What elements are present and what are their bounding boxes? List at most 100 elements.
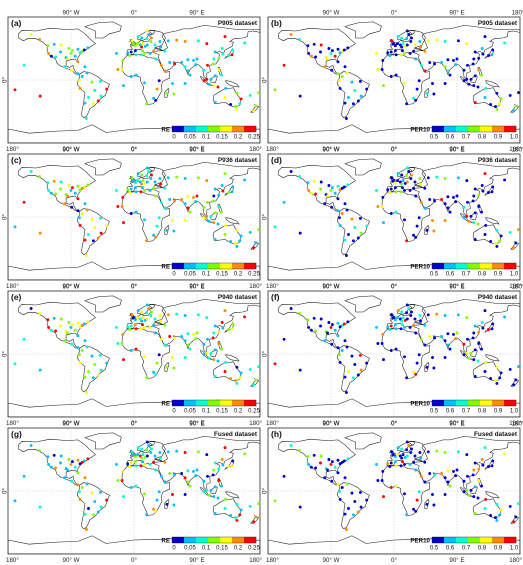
station-dot [84,117,88,120]
colorbar-segment [492,537,505,543]
station-dot [428,61,432,64]
station-dot [90,80,94,84]
station-dot [375,51,378,55]
map-panel-5: 90° W 0° 90° E 180° 90° W 0° 90° E 180° 0° (e) P94… [2,284,263,428]
station-dot [183,476,187,480]
station-dot [443,177,447,180]
station-dot [473,187,477,191]
lon-tick-top: 180° [512,284,523,291]
coastline [469,211,478,221]
station-dot [131,316,135,320]
colorbar-tick: 0.05 [184,272,196,278]
coastline [209,74,218,84]
lat-tick: 0° [2,214,9,220]
station-dot [217,68,221,71]
station-dot [229,103,233,106]
station-dot [122,495,125,499]
station-dot [512,246,516,250]
station-dot [121,332,125,336]
lon-tick-top: 90° E [449,147,464,154]
colorbar-segment [184,263,197,269]
station-dot [54,192,58,196]
station-dot [491,322,495,326]
colorbar-label: RE [161,401,170,408]
station-dot [220,347,223,351]
station-dot [158,40,162,43]
station-dot [243,178,247,182]
station-dot [419,474,423,478]
station-dot [336,72,340,76]
lon-tick-top: 90° E [189,10,204,17]
station-dot [145,317,149,321]
station-dot [319,454,323,458]
station-dot [338,223,342,227]
station-dot [141,179,145,183]
lat-tick: 0° [2,77,9,83]
station-dot [159,63,163,67]
station-dot [419,45,423,49]
station-dot [319,180,323,184]
station-dot [138,43,142,47]
station-dot [407,307,411,310]
station-dot [403,81,406,85]
station-dot [393,44,397,48]
station-dot [426,313,430,317]
station-dot [221,189,225,193]
coastline [268,124,520,143]
station-dot [443,314,447,317]
station-dot [469,77,473,81]
station-dot [230,464,234,468]
station-dot [136,309,140,313]
station-dot [171,219,174,222]
station-dot [29,307,33,310]
station-dot [417,353,421,357]
station-dot [145,180,149,184]
colorbar-segment [232,126,245,132]
station-dot [59,43,63,47]
station-dot [85,71,89,75]
station-dot [337,216,341,220]
station-dot [336,209,340,213]
station-dot [216,359,220,363]
station-dot [67,321,71,324]
colorbar-segment [456,263,469,269]
station-dot [477,330,481,334]
station-dot [388,328,392,331]
station-dot [471,62,475,66]
station-dot [342,48,346,52]
station-dot [396,42,399,46]
station-dot [473,348,477,352]
station-dot [128,54,132,57]
station-dot [76,346,80,350]
station-dot [239,508,243,512]
station-dot [121,469,125,473]
station-dot [417,79,421,83]
panel-letter: (f) [271,292,280,302]
station-dot [163,186,167,190]
station-dot [330,49,334,53]
station-dot [409,177,413,180]
colorbar-label: PER10 [410,127,430,134]
station-dot [76,47,80,51]
station-dot [223,309,227,313]
station-dot [211,199,215,203]
coastline [485,491,500,499]
station-dot [155,498,159,502]
station-dot [405,239,409,243]
station-dot [213,324,217,328]
colorbar-tick: 0.15 [216,546,228,552]
station-dot [375,462,378,466]
lon-tick-bottom: 180° [249,557,262,564]
station-dot [217,479,221,482]
station-dot [396,316,399,320]
station-dot [326,468,329,472]
station-dot [340,486,344,489]
station-dot [396,446,400,450]
lon-tick-top: 90° W [63,284,80,291]
station-dot [63,202,67,206]
station-dot [168,335,172,338]
station-dot [467,219,471,223]
station-dot [195,57,199,61]
colorbar-tick: 0.05 [184,546,196,552]
station-dot [472,358,476,362]
